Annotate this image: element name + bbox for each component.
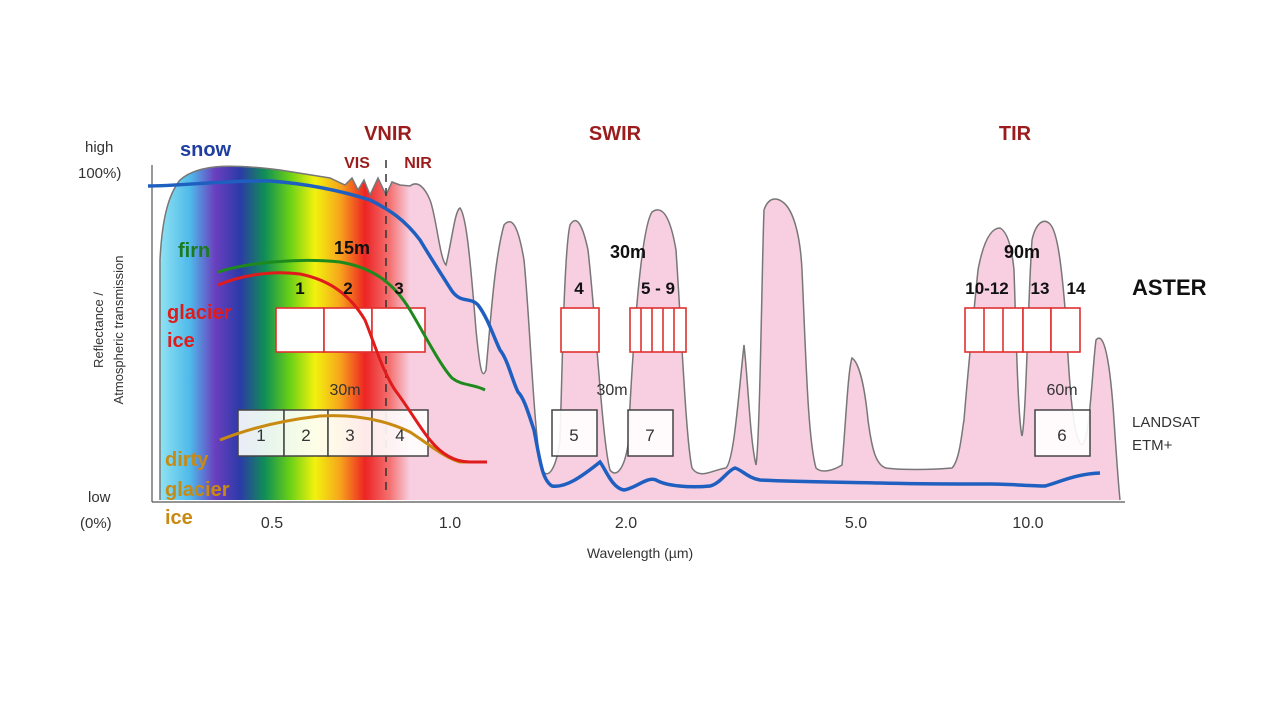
aster-box-3 xyxy=(371,307,426,353)
x-axis-title: Wavelength (µm) xyxy=(587,545,693,561)
landsat-label-line1: LANDSAT xyxy=(1132,414,1200,431)
aster-res-30m: 30m xyxy=(610,242,646,262)
aster-box-1 xyxy=(275,307,325,353)
aster-band-label: 1 xyxy=(295,279,304,298)
x-tick-label: 1.0 xyxy=(439,515,461,532)
aster-box-5-9 xyxy=(629,307,687,353)
landsat-box-4 xyxy=(371,409,429,457)
transmission-outline xyxy=(159,165,1121,501)
aster-label: ASTER xyxy=(1132,275,1207,300)
aster-band-label: 2 xyxy=(343,279,352,298)
landsat-band-label: 6 xyxy=(1057,426,1066,445)
aster-band-label: 3 xyxy=(394,279,403,298)
y-high-pct-label: 100%) xyxy=(78,165,121,182)
landsat-band-label: 7 xyxy=(645,426,654,445)
landsat-band-label: 1 xyxy=(256,426,265,445)
aster-band-boxes xyxy=(275,307,1081,353)
dirty-glacier-ice-label-line2: glacier xyxy=(165,479,230,501)
landsat-box-6 xyxy=(1034,409,1091,457)
aster-box-4 xyxy=(560,307,600,353)
aster-band-label: 5 - 9 xyxy=(641,279,675,298)
snow-curve xyxy=(147,179,1101,492)
dirty-glacier-ice-curve xyxy=(219,414,487,464)
aster-band-label: 10-12 xyxy=(965,279,1008,298)
landsat-box-5 xyxy=(551,409,598,457)
firn-label: firn xyxy=(178,240,210,262)
dirty-glacier-ice-label-line3: ice xyxy=(165,507,193,529)
y-high-label: high xyxy=(85,139,113,156)
landsat-label-line2: ETM+ xyxy=(1132,437,1173,454)
landsat-box-7 xyxy=(627,409,674,457)
aster-box-10-12 xyxy=(964,307,1024,353)
y-low-pct-label: (0%) xyxy=(80,515,112,532)
glacier-ice-label-line2: ice xyxy=(167,330,195,352)
aster-res-15m: 15m xyxy=(334,238,370,258)
region-tir: TIR xyxy=(999,123,1032,145)
glacier-ice-curve xyxy=(217,271,487,464)
landsat-band-label: 5 xyxy=(569,426,578,445)
y-axis-title-2: Atmospheric transmission xyxy=(111,256,126,405)
landsat-res-30m-vnir: 30m xyxy=(329,382,360,399)
x-tick-label: 5.0 xyxy=(845,515,867,532)
region-nir: NIR xyxy=(404,155,432,172)
aster-band-label: 4 xyxy=(574,279,584,298)
x-tick-label: 2.0 xyxy=(615,515,637,532)
aster-box-2 xyxy=(323,307,373,353)
region-vnir: VNIR xyxy=(364,123,412,145)
landsat-band-label: 4 xyxy=(395,426,404,445)
landsat-band-label: 2 xyxy=(301,426,310,445)
snow-label: snow xyxy=(180,139,232,161)
region-swir: SWIR xyxy=(589,123,642,145)
x-tick-label: 0.5 xyxy=(261,515,283,532)
y-low-label: low xyxy=(88,489,111,506)
landsat-band-boxes xyxy=(237,409,1091,457)
firn-curve xyxy=(217,258,486,392)
landsat-box-1 xyxy=(237,409,285,457)
landsat-res-30m-swir: 30m xyxy=(596,382,627,399)
dirty-glacier-ice-label-line1: dirty xyxy=(165,449,209,471)
aster-box-13 xyxy=(1022,307,1052,353)
x-tick-label: 10.0 xyxy=(1012,515,1043,532)
region-vis: VIS xyxy=(344,155,370,172)
glacier-ice-label-line1: glacier xyxy=(167,302,232,324)
landsat-res-60m: 60m xyxy=(1046,382,1077,399)
landsat-band-label: 3 xyxy=(345,426,354,445)
aster-band-label: 14 xyxy=(1067,279,1086,298)
aster-res-90m: 90m xyxy=(1004,242,1040,262)
aster-band-label: 13 xyxy=(1031,279,1050,298)
aster-box-14 xyxy=(1050,307,1081,353)
landsat-box-2 xyxy=(283,409,329,457)
y-axis-title-1: Reflectance / xyxy=(91,292,106,368)
